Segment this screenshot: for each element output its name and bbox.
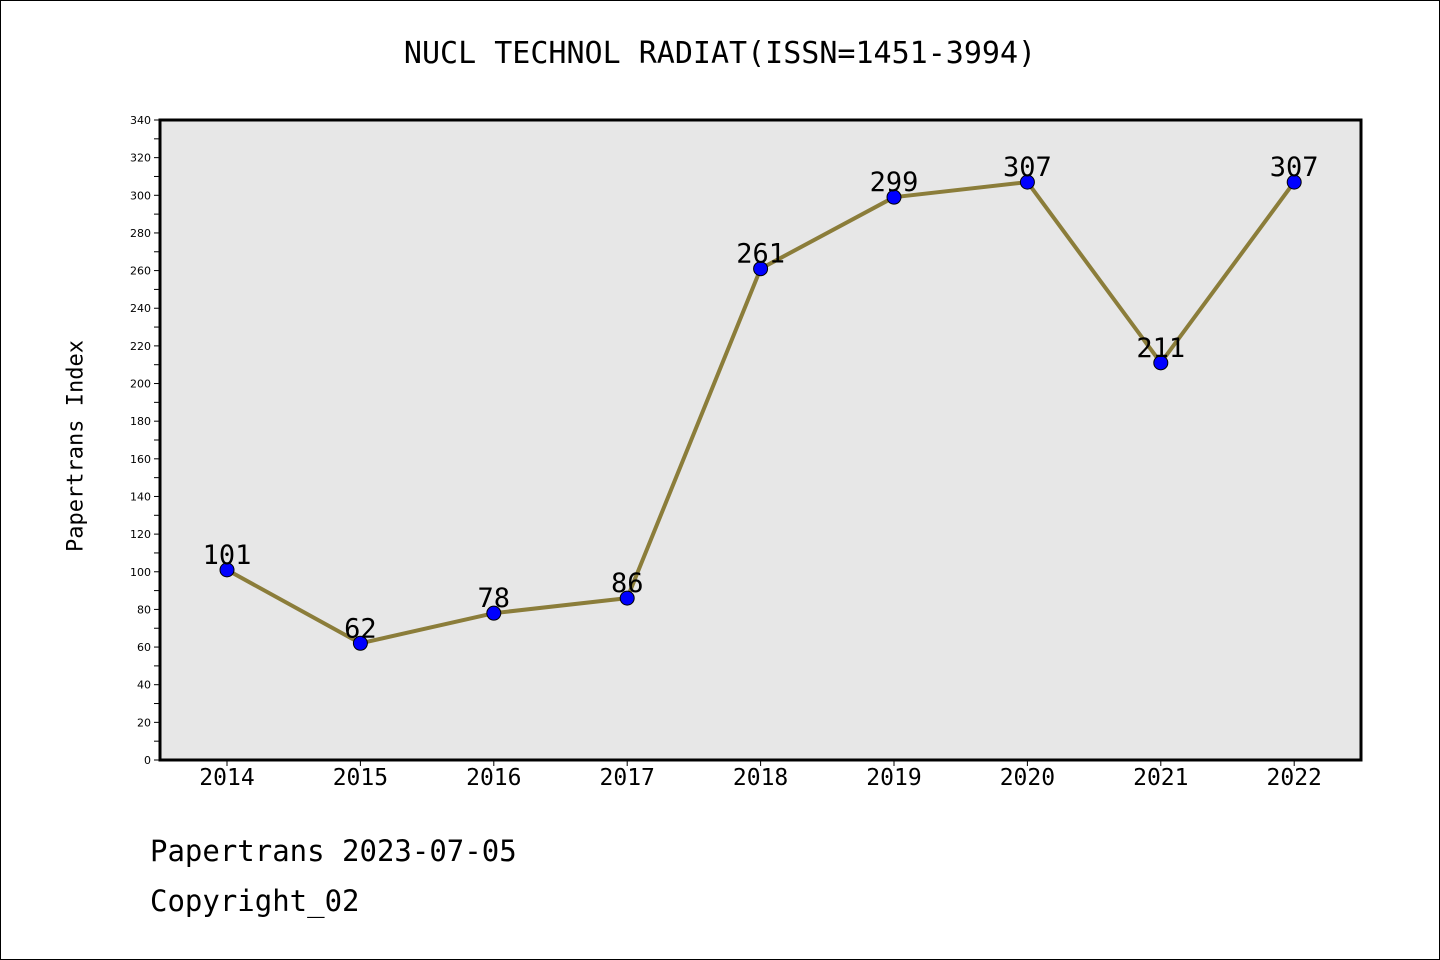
plot-border bbox=[158, 118, 1363, 762]
y-tick-label: 180 bbox=[130, 415, 151, 428]
y-tick-label: 200 bbox=[130, 378, 151, 391]
y-tick-label: 260 bbox=[130, 265, 151, 278]
x-tick-label: 2022 bbox=[1267, 765, 1322, 791]
data-label: 307 bbox=[1270, 152, 1319, 183]
plot-area bbox=[160, 120, 1361, 760]
x-tick-label: 2015 bbox=[333, 765, 388, 791]
y-tick-label: 280 bbox=[130, 227, 151, 240]
y-tick-label: 300 bbox=[130, 189, 151, 202]
data-label: 211 bbox=[1136, 333, 1185, 364]
y-tick-label: 220 bbox=[130, 340, 151, 353]
y-tick-label: 240 bbox=[130, 302, 151, 315]
data-point bbox=[1286, 174, 1302, 190]
data-point bbox=[619, 590, 635, 606]
footer-copyright: Copyright_02 bbox=[150, 884, 360, 918]
y-tick-label: 120 bbox=[130, 528, 151, 541]
data-label: 299 bbox=[870, 167, 919, 198]
x-tick-label: 2016 bbox=[466, 765, 521, 791]
data-point bbox=[352, 635, 368, 651]
y-tick-label: 40 bbox=[137, 679, 151, 692]
data-point bbox=[886, 189, 902, 205]
x-tick-label: 2020 bbox=[1000, 765, 1055, 791]
y-tick-label: 80 bbox=[137, 603, 151, 616]
y-tick-label: 160 bbox=[130, 453, 151, 466]
data-label: 86 bbox=[611, 568, 644, 599]
x-tick-label: 2017 bbox=[600, 765, 655, 791]
x-tick-label: 2018 bbox=[733, 765, 788, 791]
footer-date: Papertrans 2023-07-05 bbox=[150, 834, 517, 868]
y-tick-label: 0 bbox=[144, 754, 151, 767]
data-label: 261 bbox=[736, 239, 785, 270]
data-label: 78 bbox=[478, 583, 511, 614]
y-tick-label: 320 bbox=[130, 152, 151, 165]
y-tick-label: 60 bbox=[137, 641, 151, 654]
data-label: 101 bbox=[203, 540, 252, 571]
data-point bbox=[1019, 174, 1035, 190]
data-point bbox=[219, 562, 235, 578]
y-tick-label: 340 bbox=[130, 114, 151, 127]
x-tick-label: 2021 bbox=[1133, 765, 1188, 791]
data-point bbox=[486, 605, 502, 621]
y-tick-label: 140 bbox=[130, 490, 151, 503]
x-tick-label: 2019 bbox=[866, 765, 921, 791]
x-tick-label: 2014 bbox=[199, 765, 254, 791]
data-label: 307 bbox=[1003, 152, 1052, 183]
data-point bbox=[1153, 355, 1169, 371]
data-point bbox=[753, 261, 769, 277]
data-label: 62 bbox=[344, 613, 377, 644]
y-tick-label: 100 bbox=[130, 566, 151, 579]
y-tick-label: 20 bbox=[137, 716, 151, 729]
chart-title: NUCL TECHNOL RADIAT(ISSN=1451-3994) bbox=[403, 36, 1037, 71]
